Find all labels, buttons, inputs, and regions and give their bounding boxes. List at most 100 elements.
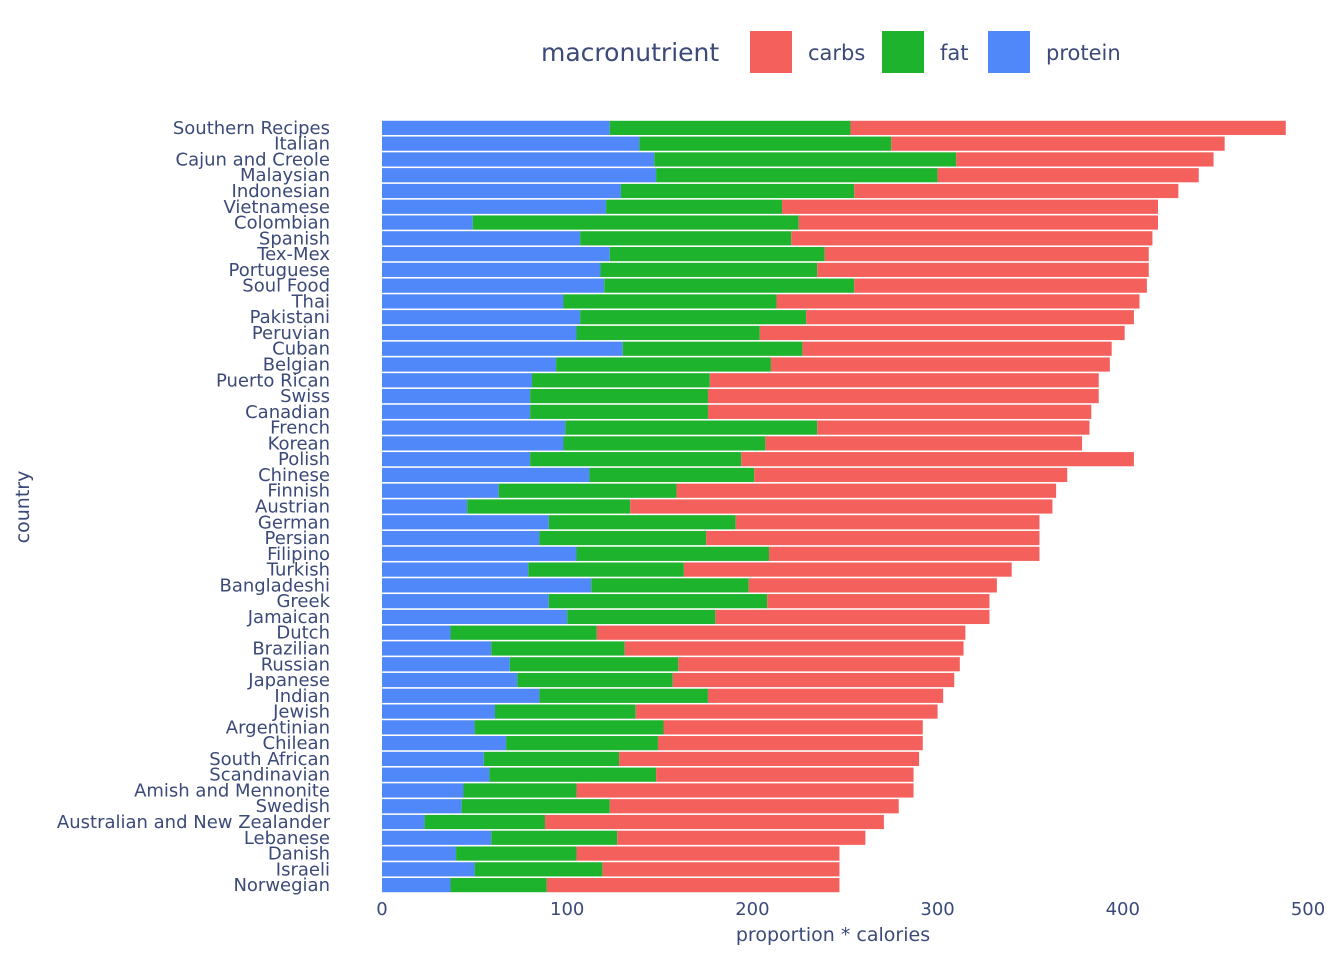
- bar-italian-carbs: [891, 136, 1225, 151]
- bar-thai-protein: [382, 294, 564, 309]
- y-tick-peruvian: Peruvian: [252, 323, 330, 344]
- x-tick-500: 500: [1291, 899, 1325, 920]
- y-tick-jewish: Jewish: [272, 702, 330, 723]
- y-tick-brazilian: Brazilian: [252, 638, 330, 659]
- bar-persian-protein: [382, 530, 540, 546]
- bar-belgian-protein: [382, 357, 557, 372]
- x-tick-100: 100: [550, 899, 584, 920]
- bar-vietnamese-carbs: [782, 199, 1158, 214]
- bar-japanese-fat: [517, 672, 673, 688]
- y-tick-vietnamese: Vietnamese: [223, 197, 330, 218]
- bar-malaysian-carbs: [937, 168, 1199, 183]
- bar-puerto-rican-protein: [382, 373, 533, 388]
- y-tick-danish: Danish: [268, 844, 330, 865]
- bar-amish-and-mennonite-fat: [463, 783, 577, 798]
- bar-colombian-protein: [382, 215, 473, 230]
- y-tick-thai: Thai: [291, 291, 330, 312]
- bar-amish-and-mennonite-carbs: [576, 783, 914, 798]
- y-tick-colombian: Colombian: [234, 213, 330, 234]
- bar-south-african-protein: [382, 751, 484, 767]
- bar-dutch-protein: [382, 625, 451, 640]
- bar-jamaican-protein: [382, 609, 568, 625]
- bar-norwegian-protein: [382, 878, 451, 893]
- y-tick-indian: Indian: [274, 686, 330, 707]
- bar-dutch-fat: [450, 625, 597, 640]
- bar-portuguese-carbs: [817, 262, 1149, 277]
- bar-soul-food-carbs: [854, 278, 1147, 293]
- bar-argentinian-carbs: [663, 720, 923, 735]
- bar-canadian-protein: [382, 404, 531, 419]
- bar-swedish-fat: [461, 799, 610, 814]
- bar-russian-protein: [382, 657, 510, 672]
- bar-indonesian-protein: [382, 183, 621, 199]
- y-tick-turkish: Turkish: [266, 560, 330, 581]
- bar-swedish-protein: [382, 799, 462, 814]
- bar-indian-carbs: [707, 688, 944, 703]
- legend-swatch-protein: [988, 31, 1030, 73]
- bar-cajun-and-creole-protein: [382, 152, 655, 167]
- bar-spanish-carbs: [791, 231, 1153, 246]
- bar-polish-carbs: [741, 452, 1134, 467]
- bar-bangladeshi-carbs: [748, 578, 997, 593]
- x-tick-labels: 0 100 200 300 400 500: [376, 899, 1325, 920]
- y-tick-portuguese: Portuguese: [229, 260, 330, 281]
- bar-peruvian-fat: [576, 325, 760, 341]
- x-tick-300: 300: [920, 899, 954, 920]
- bar-filipino-fat: [576, 546, 770, 561]
- y-axis-title: country: [12, 471, 34, 544]
- bar-cuban-fat: [622, 341, 803, 356]
- x-tick-200: 200: [735, 899, 769, 920]
- bar-swiss-fat: [530, 388, 708, 404]
- bar-jamaican-fat: [567, 609, 716, 625]
- bar-colombian-carbs: [798, 215, 1158, 230]
- bar-german-carbs: [735, 515, 1040, 530]
- bar-persian-fat: [539, 530, 707, 546]
- bars: [382, 120, 1286, 893]
- legend-label-carbs: carbs: [808, 41, 865, 65]
- bar-german-fat: [548, 515, 736, 530]
- y-tick-australian-and-new-zealander: Australian and New Zealander: [57, 812, 331, 833]
- y-tick-cajun-and-creole: Cajun and Creole: [176, 149, 330, 170]
- y-tick-spanish: Spanish: [259, 228, 330, 249]
- bar-finnish-carbs: [676, 483, 1057, 498]
- y-tick-swedish: Swedish: [256, 796, 330, 817]
- y-tick-norwegian: Norwegian: [233, 875, 330, 896]
- bar-canadian-carbs: [707, 404, 1092, 419]
- y-tick-chinese: Chinese: [258, 465, 330, 486]
- bar-finnish-protein: [382, 483, 499, 498]
- bar-cuban-protein: [382, 341, 623, 356]
- bar-vietnamese-protein: [382, 199, 607, 214]
- bar-chinese-fat: [589, 467, 755, 483]
- y-tick-finnish: Finnish: [267, 481, 330, 502]
- bar-jewish-carbs: [635, 704, 938, 719]
- bar-filipino-protein: [382, 546, 577, 561]
- legend: macronutrient carbs fat protein: [541, 31, 1121, 73]
- y-tick-soul-food: Soul Food: [242, 276, 330, 297]
- bar-chilean-protein: [382, 736, 507, 751]
- y-tick-german: German: [258, 512, 330, 533]
- bar-jewish-fat: [494, 704, 636, 719]
- bar-turkish-fat: [528, 562, 684, 577]
- bar-chinese-protein: [382, 467, 590, 483]
- bar-vietnamese-fat: [606, 199, 783, 214]
- y-tick-italian: Italian: [274, 134, 330, 155]
- bar-greek-fat: [548, 594, 768, 609]
- bar-bangladeshi-protein: [382, 578, 592, 593]
- legend-swatch-fat: [882, 31, 924, 73]
- bar-chilean-carbs: [657, 736, 923, 751]
- bar-indian-protein: [382, 688, 540, 703]
- bar-scandinavian-carbs: [656, 767, 914, 782]
- bar-soul-food-fat: [604, 278, 855, 293]
- y-tick-bangladeshi: Bangladeshi: [219, 575, 330, 596]
- bar-australian-and-new-zealander-protein: [382, 814, 425, 830]
- bar-chilean-fat: [506, 736, 658, 751]
- bar-french-protein: [382, 420, 566, 435]
- bar-japanese-protein: [382, 672, 518, 688]
- bar-tex-mex-fat: [609, 246, 825, 262]
- bar-peruvian-carbs: [759, 325, 1125, 341]
- bar-israeli-fat: [474, 862, 603, 877]
- bar-canadian-fat: [530, 404, 708, 419]
- y-tick-korean: Korean: [268, 433, 330, 454]
- bar-malaysian-protein: [382, 168, 657, 183]
- bar-belgian-fat: [556, 357, 771, 372]
